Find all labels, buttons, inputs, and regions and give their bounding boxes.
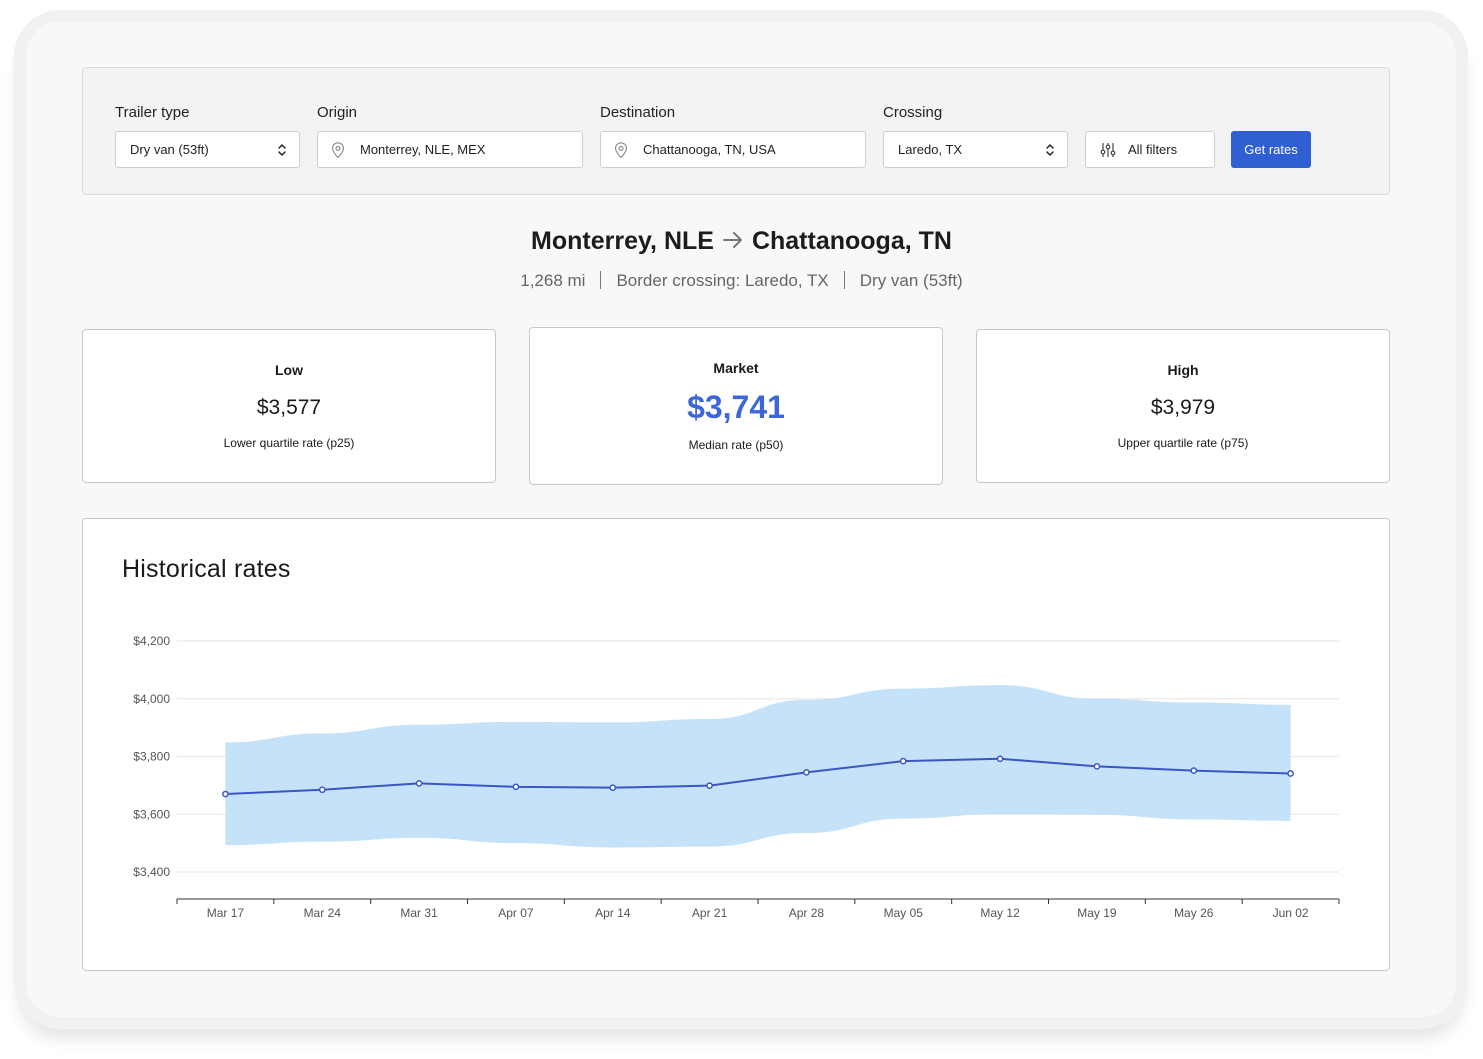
high-rate-card: High $3,979 Upper quartile rate (p75): [976, 329, 1390, 483]
arrow-right-icon: [722, 232, 742, 249]
all-filters-label: All filters: [1128, 142, 1178, 157]
x-tick-label: Apr 14: [595, 906, 631, 920]
x-tick-label: May 26: [1174, 906, 1214, 920]
median-rate-point: [415, 780, 423, 787]
origin-input[interactable]: Monterrey, NLE, MEX: [317, 131, 583, 168]
x-tick-label: Mar 17: [207, 906, 245, 920]
route-distance: 1,268 mi: [520, 271, 586, 290]
divider: [600, 271, 602, 289]
route-destination: Chattanooga, TN: [751, 227, 952, 255]
location-pin-icon: [331, 141, 345, 158]
median-rate-point: [318, 786, 326, 794]
x-tick-label: Apr 28: [789, 906, 825, 920]
x-tick-label: May 05: [884, 906, 924, 920]
crossing-label: Crossing: [883, 104, 943, 121]
x-tick-label: May 12: [980, 906, 1020, 920]
y-tick-label: $3,800: [133, 750, 170, 764]
historical-rates-card: Historical rates $3,400 $3,600 $3,800 $4,00…: [82, 518, 1390, 971]
trailer-type-value: Dry van (53ft): [130, 142, 209, 157]
y-tick-label: $4,000: [133, 692, 170, 706]
sliders-icon: [1100, 142, 1116, 157]
market-rate-label: Market: [713, 360, 759, 376]
route-trailer: Dry van (53ft): [859, 271, 963, 290]
median-rate-point: [899, 757, 907, 765]
route-origin: Monterrey, NLE: [531, 227, 714, 255]
all-filters-button[interactable]: All filters: [1085, 131, 1215, 168]
market-rate-value: $3,741: [687, 389, 785, 425]
y-tick-label: $3,600: [133, 807, 170, 821]
median-rate-point: [512, 783, 520, 791]
x-tick-label: Mar 31: [400, 906, 438, 920]
rate-range-band: [225, 685, 1291, 848]
chevron-up-down-icon: [278, 144, 286, 156]
median-rate-point: [1287, 770, 1294, 777]
low-rate-value: $3,577: [256, 396, 322, 419]
x-tick-label: Apr 07: [498, 906, 534, 920]
x-tick-label: May 19: [1077, 906, 1117, 920]
get-rates-button[interactable]: Get rates: [1231, 131, 1311, 168]
x-tick-label: Apr 21: [692, 906, 728, 920]
crossing-value: Laredo, TX: [898, 142, 963, 157]
low-rate-label: Low: [275, 362, 303, 378]
location-pin-icon: [614, 141, 628, 158]
market-rate-card: Market $3,741 Median rate (p50): [529, 327, 943, 485]
high-rate-value: $3,979: [1150, 396, 1216, 419]
route-border-crossing: Border crossing: Laredo, TX: [616, 271, 829, 290]
trailer-type-select[interactable]: Dry van (53ft): [115, 131, 300, 168]
median-rate-line: [225, 757, 1291, 796]
filter-bar: Trailer type Dry van (53ft) Origin Monte…: [82, 67, 1390, 195]
route-meta: 1,268 mi Border crossing: Laredo, TX Dry v…: [0, 271, 1483, 291]
route-title: Monterrey, NLE Chattanooga, TN: [0, 227, 1483, 256]
origin-label: Origin: [317, 104, 358, 121]
low-rate-caption: Lower quartile rate (p25): [223, 436, 355, 450]
median-rate-point: [1190, 767, 1198, 774]
market-rate-caption: Median rate (p50): [688, 438, 784, 452]
historical-rates-chart: $3,400 $3,600 $3,800 $4,000 $4,200 Mar 17 Mar …: [133, 634, 1340, 920]
median-rate-point: [222, 790, 229, 798]
chevron-up-down-icon: [1046, 144, 1054, 156]
destination-label: Destination: [600, 104, 676, 121]
historical-rates-title: Historical rates: [122, 555, 291, 583]
median-rate-point: [803, 769, 810, 776]
high-rate-caption: Upper quartile rate (p75): [1117, 436, 1249, 450]
low-rate-card: Low $3,577 Lower quartile rate (p25): [82, 329, 496, 483]
y-tick-label: $4,200: [133, 634, 170, 648]
trailer-type-label: Trailer type: [115, 104, 190, 121]
median-rate-point: [609, 784, 617, 792]
high-rate-label: High: [1167, 362, 1199, 378]
x-tick-label: Jun 02: [1273, 906, 1309, 920]
median-rate-point: [706, 782, 713, 790]
crossing-select[interactable]: Laredo, TX: [883, 131, 1068, 168]
destination-input[interactable]: Chattanooga, TN, USA: [600, 131, 866, 168]
median-rate-point: [996, 755, 1004, 763]
y-tick-label: $3,400: [133, 865, 170, 879]
destination-value: Chattanooga, TN, USA: [643, 142, 776, 157]
x-tick-label: Mar 24: [304, 906, 342, 920]
divider: [843, 271, 845, 289]
median-rate-point: [1093, 762, 1101, 770]
origin-value: Monterrey, NLE, MEX: [360, 142, 486, 157]
